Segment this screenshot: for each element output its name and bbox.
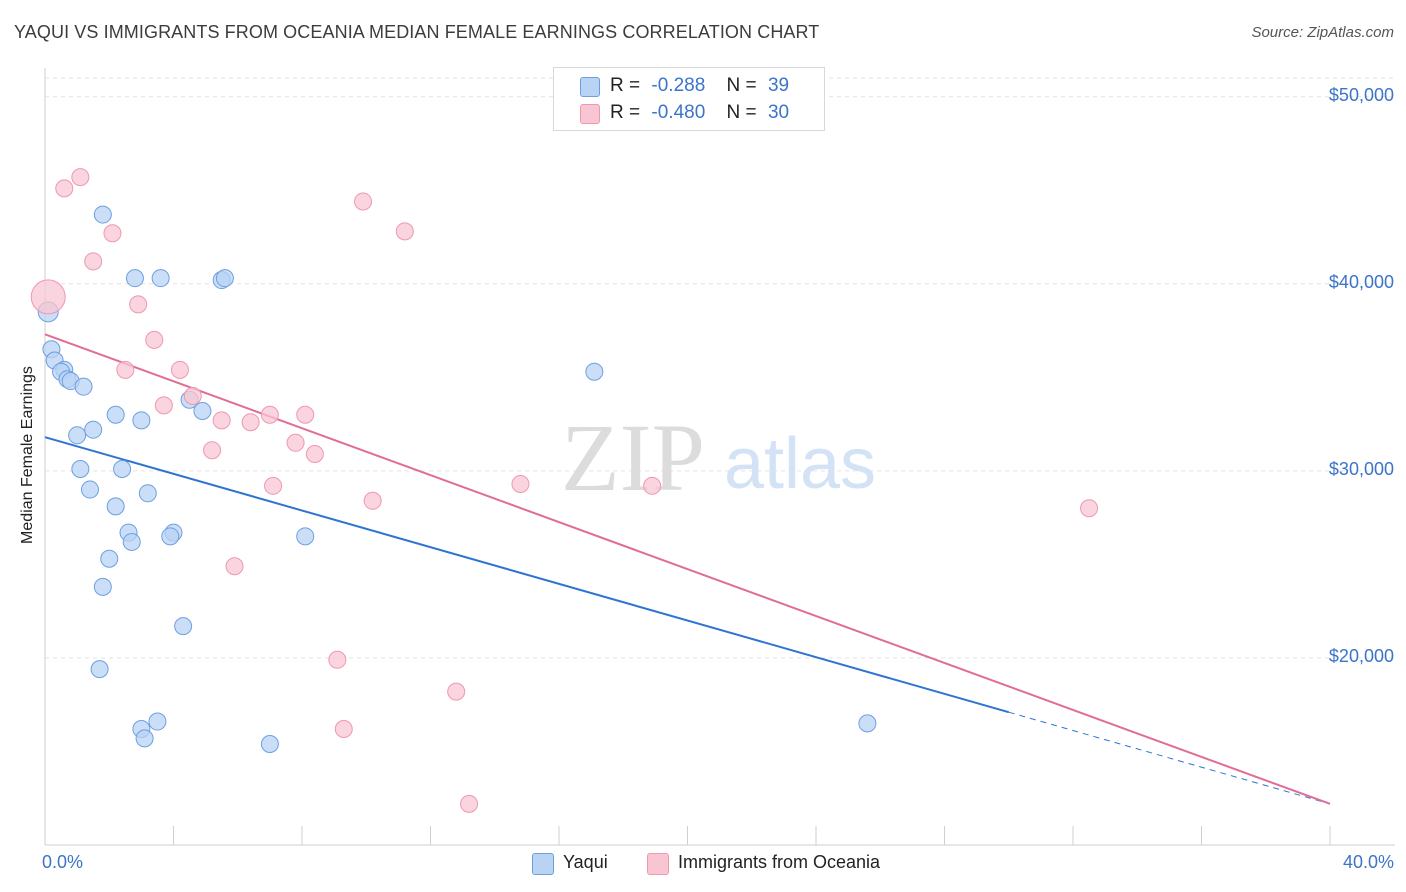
data-point-yaqui [125, 269, 144, 288]
data-point-yaqui [106, 497, 125, 516]
data-point-oceania [363, 491, 382, 510]
data-point-oceania [1080, 499, 1099, 518]
data-point-oceania [286, 433, 305, 452]
source-note: Source: ZipAtlas.com [1251, 24, 1394, 41]
data-point-oceania [643, 476, 662, 495]
data-point-oceania [183, 387, 202, 406]
data-point-oceania [154, 396, 173, 415]
x-tick-label-max: 40.0% [1342, 852, 1394, 872]
legend-swatch-oceania [580, 104, 600, 124]
data-point-yaqui [84, 420, 103, 439]
data-point-oceania [212, 411, 231, 430]
data-point-oceania [71, 168, 90, 187]
data-point-oceania [460, 794, 479, 813]
data-point-yaqui [113, 459, 132, 478]
data-point-oceania [116, 360, 135, 379]
data-point-oceania [334, 720, 353, 739]
data-point-oceania [170, 360, 189, 379]
data-point-yaqui [148, 712, 167, 731]
data-point-oceania [328, 650, 347, 669]
watermark-zip: ZIP [561, 404, 705, 511]
data-point-yaqui [68, 426, 87, 445]
data-point-oceania [30, 279, 66, 315]
data-point-yaqui [161, 527, 180, 546]
data-point-yaqui [106, 405, 125, 424]
legend-r-label: R = [610, 75, 641, 96]
legend-swatch-yaqui [580, 77, 600, 97]
data-point-yaqui [135, 729, 154, 748]
stats-legend: R = -0.288 N = 39 R = -0.480 N = 30 [553, 67, 825, 131]
data-point-oceania [225, 557, 244, 576]
data-points [30, 168, 1099, 813]
series-label-yaqui: Yaqui [563, 852, 608, 872]
legend-n-value-yaqui: 39 [767, 75, 790, 96]
watermark: ZIP atlas [561, 404, 876, 511]
axis-layer [44, 68, 1395, 846]
x-tick-label-min: 0.0% [42, 852, 84, 872]
data-point-yaqui [71, 459, 90, 478]
y-tick-label: $30,000 [1328, 458, 1394, 479]
data-point-oceania [511, 474, 530, 493]
trend-line-oceania [44, 333, 1331, 805]
data-point-yaqui [74, 377, 93, 396]
data-point-oceania [129, 295, 148, 314]
chart-title: YAQUI VS IMMIGRANTS FROM OCEANIA MEDIAN … [14, 22, 820, 42]
data-point-oceania [264, 476, 283, 495]
data-point-yaqui [93, 205, 112, 224]
trend-line-yaqui [44, 436, 1010, 714]
y-tick-label: $50,000 [1328, 84, 1394, 105]
data-point-oceania [103, 224, 122, 243]
legend-r-label: R = [610, 102, 641, 123]
trend-lines [44, 333, 1331, 805]
data-point-yaqui [193, 401, 212, 420]
data-point-yaqui [93, 577, 112, 596]
data-point-yaqui [260, 734, 279, 753]
watermark-atlas: atlas [724, 424, 876, 504]
data-point-oceania [260, 405, 279, 424]
data-point-oceania [241, 413, 260, 432]
grid-layer [45, 77, 1395, 659]
data-point-yaqui [215, 269, 234, 288]
data-point-yaqui [296, 527, 315, 546]
trend-line-yaqui-extension [1008, 711, 1331, 805]
data-point-oceania [354, 192, 373, 211]
data-point-oceania [305, 445, 324, 464]
data-point-yaqui [90, 660, 109, 679]
legend-n-value-oceania: 30 [767, 102, 790, 123]
data-point-oceania [203, 441, 222, 460]
series-label-oceania: Immigrants from Oceania [678, 852, 881, 872]
data-point-oceania [55, 179, 74, 198]
data-point-oceania [145, 330, 164, 349]
legend-r-value-yaqui: -0.288 [651, 75, 706, 96]
y-tick-label: $20,000 [1328, 645, 1394, 666]
legend-n-label: N = [726, 75, 757, 96]
data-point-yaqui [138, 484, 157, 503]
data-point-yaqui [132, 411, 151, 430]
data-point-yaqui [151, 269, 170, 288]
series-swatch-oceania [647, 853, 669, 875]
data-point-yaqui [585, 362, 604, 381]
data-point-yaqui [858, 714, 877, 733]
data-point-oceania [395, 222, 414, 241]
data-point-yaqui [174, 617, 193, 636]
data-point-oceania [84, 252, 103, 271]
data-point-yaqui [100, 549, 119, 568]
data-point-oceania [447, 682, 466, 701]
data-point-yaqui [122, 532, 141, 551]
data-point-oceania [296, 405, 315, 424]
data-point-yaqui [80, 480, 99, 499]
legend-r-value-oceania: -0.480 [651, 102, 706, 123]
series-swatch-yaqui [532, 853, 554, 875]
y-tick-label: $40,000 [1328, 271, 1394, 292]
legend-n-label: N = [726, 102, 757, 123]
